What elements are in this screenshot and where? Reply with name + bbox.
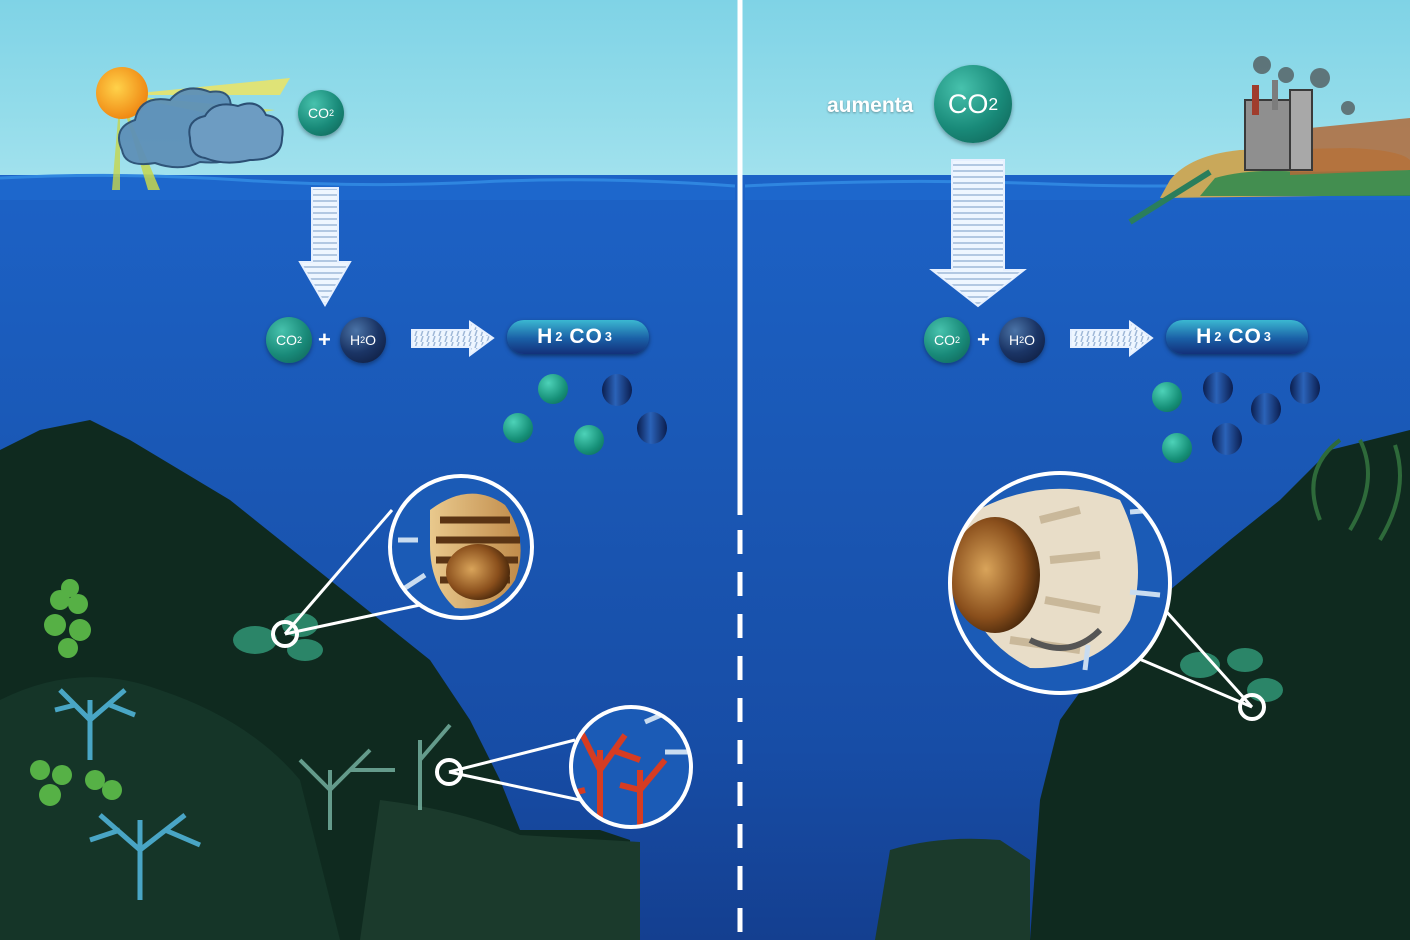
right-arrow-icon [1070, 320, 1154, 358]
magnifier-circle-icon [271, 474, 534, 648]
right-h2o-pre: H [1008, 332, 1020, 348]
ion-dot [637, 412, 667, 444]
ion-dot [1162, 433, 1192, 463]
right-product-co: CO [1228, 325, 1262, 348]
right-sky-co2: CO 2 [934, 65, 1012, 143]
algae-icon [30, 579, 122, 806]
ion-dot [1290, 372, 1320, 404]
left-product-h: H [537, 325, 554, 348]
right-h2o-post: O [1024, 332, 1036, 348]
shell-icon [233, 613, 323, 661]
cloud-icon [118, 87, 284, 169]
right-product-h-sub: 2 [1214, 330, 1223, 344]
ion-dot [602, 374, 632, 406]
ion-dot [1203, 372, 1233, 404]
down-arrow-icon [929, 159, 1027, 308]
left-h2o-post: O [365, 332, 377, 348]
left-sky-co2-sub: 2 [328, 108, 335, 118]
right-sky-co2-sub: 2 [988, 93, 999, 114]
right-h2o-sub: 2 [1019, 335, 1025, 345]
right-sky-co2-base: CO [947, 88, 989, 119]
right-product-co-sub: 3 [1263, 330, 1272, 344]
left-product-h-sub: 2 [555, 330, 564, 344]
right-product-h2co3: H 2 CO 3 [1166, 320, 1308, 354]
left-sky-co2-base: CO [307, 105, 329, 121]
magnifier-circle-icon [948, 471, 1266, 721]
left-sky-co2: CO 2 [298, 90, 344, 136]
right-reaction-co2-sub: 2 [954, 335, 961, 345]
increase-label: aumenta [827, 94, 914, 117]
right-reaction-co2-base: CO [933, 332, 955, 348]
left-reaction-co2-base: CO [275, 332, 297, 348]
left-plus-sign: + [318, 327, 331, 352]
factory-icon [1128, 56, 1410, 225]
coral-icon [298, 723, 452, 830]
left-h2o-sub: 2 [360, 335, 366, 345]
ion-dot [538, 374, 568, 404]
sea-surface-left [0, 175, 735, 200]
left-product-co: CO [569, 325, 603, 348]
left-reaction-co2-sub: 2 [296, 335, 303, 345]
ion-dot [1212, 423, 1242, 455]
down-arrow-icon [298, 187, 352, 307]
ion-dot [1251, 393, 1281, 425]
right-plus-sign: + [977, 327, 990, 352]
magnifier-circle-icon [435, 705, 693, 829]
ion-dot [1152, 382, 1182, 412]
left-reaction-co2: CO 2 [266, 317, 312, 363]
right-arrow-icon [411, 320, 495, 357]
coral-icon [54, 688, 201, 900]
right-product-h: H [1196, 325, 1213, 348]
rock-right [1030, 430, 1410, 940]
left-product-h2co3: H 2 CO 3 [507, 320, 649, 354]
coral-icon [571, 709, 690, 825]
ion-dot [503, 413, 533, 443]
seaweed-icon [1311, 438, 1402, 542]
right-reaction-co2: CO 2 [924, 317, 970, 363]
left-product-co-sub: 3 [604, 330, 613, 344]
ion-dot [574, 425, 604, 455]
left-h2o-pre: H [349, 332, 361, 348]
